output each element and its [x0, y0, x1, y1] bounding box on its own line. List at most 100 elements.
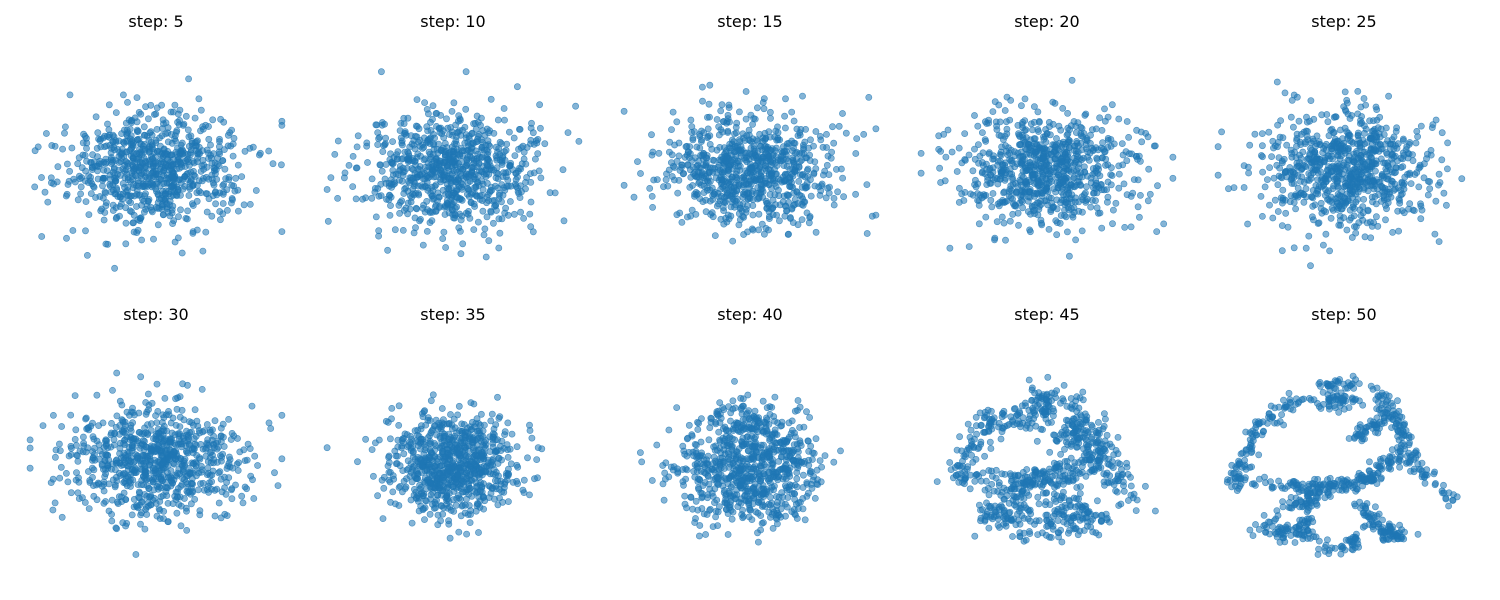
scatter-point: [1016, 153, 1023, 161]
scatter-point: [455, 112, 463, 120]
scatter-point: [159, 431, 167, 439]
scatter-point: [109, 169, 117, 176]
scatter-point: [1339, 145, 1346, 153]
scatter-point: [166, 201, 173, 209]
scatter-point: [269, 160, 277, 168]
scatter-point: [1417, 215, 1425, 223]
scatter-point: [130, 192, 138, 200]
scatter-point: [1354, 88, 1362, 95]
scatter-point: [59, 145, 66, 153]
scatter-point: [942, 153, 950, 161]
scatter-point: [749, 211, 757, 219]
scatter-point: [467, 198, 475, 206]
scatter-point: [72, 426, 80, 434]
scatter-point: [1031, 103, 1038, 110]
scatter-point: [470, 120, 477, 128]
scatter-point: [706, 113, 713, 121]
scatter-point: [96, 447, 104, 455]
scatter-point: [211, 417, 219, 425]
scatter-point: [63, 469, 70, 477]
panel-title: step: 10: [420, 12, 485, 31]
scatter-point: [1084, 195, 1091, 203]
scatter-point: [240, 201, 248, 209]
scatter-point: [1373, 213, 1380, 221]
scatter-point: [62, 123, 69, 131]
scatter-point: [428, 217, 436, 224]
scatter-point: [104, 462, 112, 470]
scatter-point: [169, 500, 177, 507]
scatter-point: [1274, 208, 1282, 215]
scatter-point: [839, 174, 846, 182]
scatter-point: [1356, 185, 1363, 193]
scatter-point: [1026, 193, 1034, 201]
scatter-point: [58, 423, 65, 430]
scatter-point: [1284, 223, 1292, 231]
scatter-point: [112, 109, 120, 116]
scatter-point: [572, 102, 579, 110]
scatter-point: [637, 170, 644, 177]
scatter-point: [142, 190, 149, 197]
scatter-point: [723, 218, 731, 226]
scatter-point: [699, 83, 706, 91]
scatter-point: [160, 515, 167, 522]
scatter-point: [193, 138, 200, 145]
scatter-point: [1297, 177, 1304, 185]
scatter-point: [1098, 126, 1106, 134]
scatter-point: [125, 197, 133, 205]
scatter-point: [806, 151, 813, 159]
scatter-point: [807, 136, 814, 144]
scatter-point: [47, 479, 55, 486]
scatter-point: [368, 194, 376, 202]
scatter-point: [220, 443, 228, 450]
scatter-point: [179, 150, 186, 158]
scatter-point: [991, 236, 998, 244]
scatter-point: [1074, 148, 1082, 156]
scatter-point: [147, 179, 154, 187]
scatter-point: [483, 199, 490, 207]
scatter-point: [451, 140, 458, 148]
scatter-point: [492, 174, 500, 182]
scatter-point: [206, 428, 214, 436]
scatter-point: [679, 170, 687, 178]
scatter-point: [324, 217, 332, 225]
scatter-point: [496, 229, 504, 237]
scatter-point: [414, 138, 422, 146]
scatter-point: [246, 200, 254, 208]
scatter-point: [1127, 223, 1135, 231]
scatter-point: [666, 148, 673, 156]
scatter-point: [58, 513, 66, 521]
scatter-point: [73, 441, 80, 449]
scatter-point: [1372, 167, 1379, 175]
scatter-point: [184, 126, 192, 134]
scatter-point: [1026, 158, 1034, 166]
scatter-point: [142, 429, 150, 436]
scatter-point: [161, 190, 169, 197]
scatter-point: [89, 454, 97, 461]
scatter-point: [760, 105, 768, 113]
scatter-point: [177, 522, 185, 530]
scatter-point: [1346, 186, 1354, 194]
scatter-point: [102, 240, 110, 248]
scatter-point: [278, 228, 286, 235]
scatter-point: [1340, 214, 1348, 221]
scatter-point: [211, 159, 219, 167]
scatter-point: [1126, 150, 1133, 158]
scatter-point: [409, 174, 417, 182]
scatter-point: [188, 459, 196, 467]
scatter-point: [1392, 127, 1400, 135]
scatter-point: [779, 198, 787, 206]
scatter-point: [63, 190, 71, 198]
scatter-point: [458, 152, 466, 159]
scatter-point: [718, 179, 726, 187]
scatter-point: [733, 119, 741, 127]
scatter-point: [782, 95, 789, 103]
scatter-point: [207, 459, 215, 467]
scatter-point: [487, 95, 495, 103]
scatter-point: [1309, 202, 1317, 210]
scatter-point: [1339, 170, 1347, 178]
scatter-point: [649, 203, 656, 211]
scatter-point: [203, 208, 211, 216]
scatter-point: [126, 207, 134, 215]
scatter-point: [388, 160, 396, 168]
scatter-point: [239, 499, 247, 507]
